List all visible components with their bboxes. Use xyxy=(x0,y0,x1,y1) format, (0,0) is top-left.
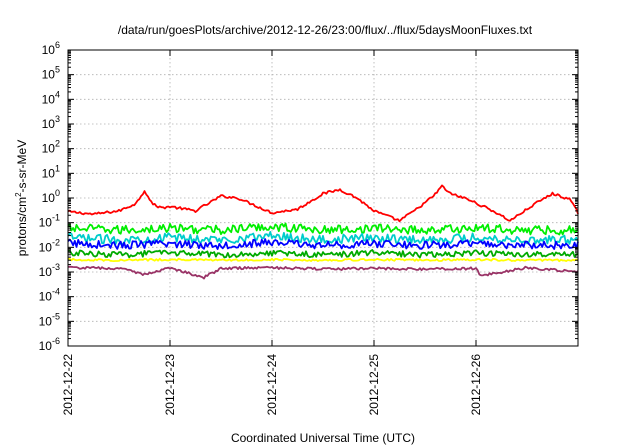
y-tick-label: 101 xyxy=(42,163,60,180)
y-tick-label-base: 10 xyxy=(39,240,53,254)
y-tick-label-base: 10 xyxy=(42,166,56,180)
x-axis-ticks: 2012-12-22 2012-12-23 2012-12-24 2012-12-25… xyxy=(61,50,483,415)
y-axis-label-base: protons/cm xyxy=(15,197,29,256)
x-tick-label: 2012-12-26 xyxy=(469,354,483,416)
y-tick-label-exponent: 6 xyxy=(55,40,60,50)
series-line-1 xyxy=(67,222,579,236)
y-tick-label-base: 10 xyxy=(42,191,56,205)
y-tick-label: 100 xyxy=(42,188,60,205)
y-tick-label-base: 10 xyxy=(42,117,56,131)
y-tick-label-exponent: -1 xyxy=(52,213,60,223)
y-tick-label-exponent: -2 xyxy=(52,237,60,247)
y-tick-label-base: 10 xyxy=(39,265,53,279)
y-tick-label-base: 10 xyxy=(39,290,53,304)
x-tick-label: 2012-12-24 xyxy=(265,354,279,416)
x-tick-label: 2012-12-23 xyxy=(163,354,177,416)
y-tick-label-exponent: -3 xyxy=(52,262,60,272)
y-tick-label: 10-2 xyxy=(39,237,60,254)
y-axis-label: protons/cm2-s-sr-MeV xyxy=(14,140,29,256)
chart-title: /data/run/goesPlots/archive/2012-12-26/2… xyxy=(118,23,533,37)
y-tick-label: 103 xyxy=(42,114,60,131)
series-line-3 xyxy=(67,238,579,251)
y-tick-label-base: 10 xyxy=(39,339,53,353)
y-axis-label-rest: -s-sr-MeV xyxy=(15,140,29,193)
y-tick-label: 105 xyxy=(42,65,60,82)
y-tick-label-exponent: -4 xyxy=(52,287,60,297)
y-tick-label-base: 10 xyxy=(42,43,56,57)
y-tick-label-base: 10 xyxy=(39,314,53,328)
y-tick-label: 10-4 xyxy=(39,287,60,304)
y-tick-label-exponent: 4 xyxy=(55,89,60,99)
y-axis-ticks: 10-610-510-410-310-210-11001011021031041… xyxy=(39,40,578,353)
y-tick-label-exponent: -6 xyxy=(52,336,60,346)
series-line-4 xyxy=(67,249,579,259)
series-line-6 xyxy=(67,265,579,280)
y-tick-label: 10-3 xyxy=(39,262,60,279)
y-axis-label-sup: 2 xyxy=(14,192,23,197)
y-tick-label: 104 xyxy=(42,89,60,106)
y-tick-label: 102 xyxy=(42,139,60,156)
y-tick-label-exponent: 5 xyxy=(55,65,60,75)
x-tick-label: 2012-12-22 xyxy=(61,354,75,416)
y-tick-label-base: 10 xyxy=(42,142,56,156)
y-tick-label-exponent: -5 xyxy=(52,311,60,321)
y-tick-label: 106 xyxy=(42,40,60,57)
y-tick-label-base: 10 xyxy=(42,68,56,82)
x-tick-label: 2012-12-25 xyxy=(367,354,381,416)
x-axis-label: Coordinated Universal Time (UTC) xyxy=(231,431,415,445)
series-line-0 xyxy=(67,184,579,223)
y-tick-label-exponent: 2 xyxy=(55,139,60,149)
series-line-5 xyxy=(67,257,579,263)
y-tick-label-exponent: 1 xyxy=(55,163,60,173)
y-tick-label: 10-6 xyxy=(39,336,60,353)
grid-layer xyxy=(68,50,578,346)
y-tick-label: 10-5 xyxy=(39,311,60,328)
y-tick-label: 10-1 xyxy=(39,213,60,230)
y-tick-label-exponent: 0 xyxy=(55,188,60,198)
y-tick-label-base: 10 xyxy=(39,216,53,230)
y-tick-label-base: 10 xyxy=(42,92,56,106)
series-layer xyxy=(67,184,579,280)
y-tick-label-exponent: 3 xyxy=(55,114,60,124)
